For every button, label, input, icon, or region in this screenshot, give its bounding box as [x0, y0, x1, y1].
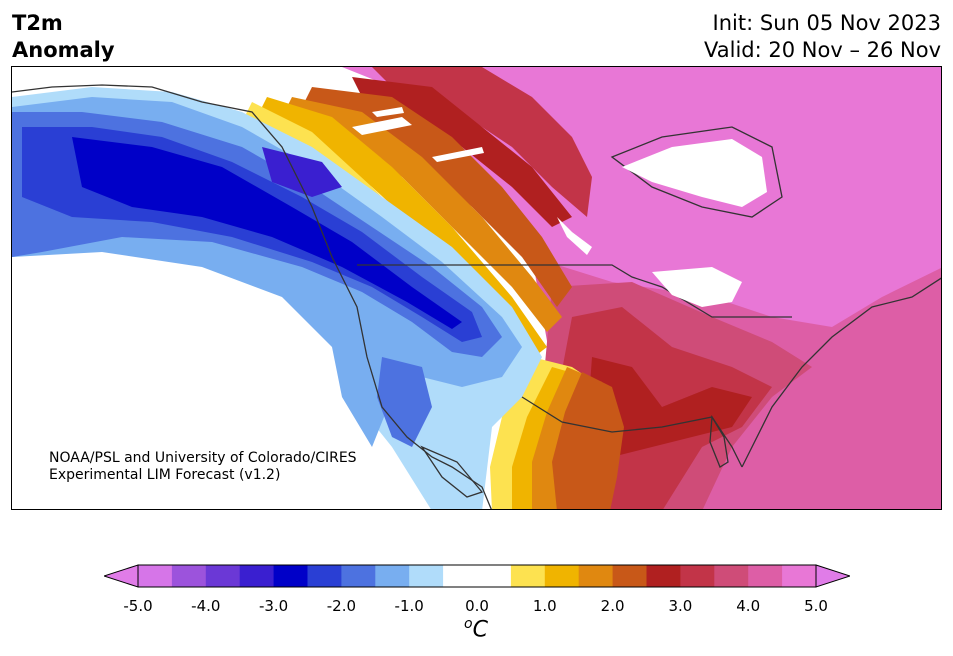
anomaly-map [11, 66, 942, 510]
gulf-coast [521, 396, 743, 468]
colorbar-segment [510, 565, 546, 587]
colorbar-segment [205, 565, 241, 587]
valid-range: Valid: 20 Nov – 26 Nov [704, 38, 941, 62]
colorbar-tick-label: 3.0 [668, 597, 693, 615]
south-warm-2 [552, 372, 624, 509]
colorbar-segment [782, 565, 817, 587]
us-canada-border [357, 264, 792, 318]
forecast-dates: Init: Sun 05 Nov 2023 Valid: 20 Nov – 26… [704, 10, 941, 64]
colorbar-tick-label: 5.0 [804, 597, 828, 615]
colorbar-border [137, 564, 817, 588]
cold-core-3 [262, 147, 342, 197]
hudson-bay-water [622, 139, 767, 207]
colorbar-tick-label: -1.0 [394, 597, 424, 615]
colorbar-segment [477, 565, 512, 587]
great-lakes [652, 267, 742, 307]
colorbar-tick-label: -2.0 [326, 597, 357, 615]
colorbar-tick-label: -5.0 [123, 597, 153, 615]
unit-letter: C [472, 617, 488, 643]
colorbar-segment [273, 565, 308, 587]
anomaly-fill [12, 67, 941, 509]
florida [709, 414, 729, 468]
west-coastline [12, 84, 492, 509]
colorbar-segment [646, 565, 681, 587]
degree-symbol: o [464, 616, 473, 632]
colorbar-tick-label: 4.0 [736, 597, 761, 615]
plot-title: T2m Anomaly [12, 10, 115, 64]
boundaries [12, 84, 941, 509]
colorbar-segment [714, 565, 749, 587]
colorbar-segment [544, 565, 580, 587]
colorbar-segment [239, 565, 275, 587]
colorbar-tick-label: -3.0 [258, 597, 289, 615]
great-bear-lake [372, 107, 404, 117]
colorbar-segment [341, 565, 376, 587]
title-line-1: T2m [12, 11, 63, 35]
north-warm-3 [372, 67, 592, 217]
colorbar-tick-label: 0.0 [465, 597, 489, 615]
east-coast [741, 277, 941, 468]
colorbar-segment [748, 565, 783, 587]
colorbar-under-extension [104, 564, 139, 588]
colorbar-tick-label: 1.0 [532, 597, 557, 615]
water-features [352, 107, 767, 307]
colorbar-tick-label: 2.0 [600, 597, 625, 615]
lake-winnipeg [557, 217, 592, 255]
lake-athabasca [432, 147, 484, 162]
colorbar [104, 564, 850, 588]
credit-line-2: Experimental LIM Forecast (v1.2) [49, 467, 281, 483]
credit-text: NOAA/PSL and University of Colorado/CIRE… [49, 450, 357, 484]
colorbar-over-extension [815, 564, 850, 588]
colorbar-segment [375, 565, 410, 587]
init-date: Init: Sun 05 Nov 2023 [712, 11, 941, 35]
map-canvas [12, 67, 941, 509]
credit-line-1: NOAA/PSL and University of Colorado/CIRE… [49, 450, 357, 466]
colorbar-unit: oC [464, 616, 488, 642]
baja [420, 445, 484, 498]
colorbar-segment [612, 565, 647, 587]
hudson-bay [610, 126, 783, 218]
colorbar-tick-label: -4.0 [191, 597, 221, 615]
colorbar-segment [307, 565, 342, 587]
cold-southwest-15 [377, 357, 432, 447]
colorbar-segment [171, 565, 207, 587]
colorbar-segment [680, 565, 715, 587]
colorbar-segment [443, 565, 478, 587]
cold-region-25 [72, 137, 462, 329]
colorbar-segment [578, 565, 614, 587]
colorbar-segment [138, 565, 173, 587]
title-line-2: Anomaly [12, 38, 115, 62]
colorbar-segment [409, 565, 444, 587]
great-slave-lake [352, 117, 412, 135]
